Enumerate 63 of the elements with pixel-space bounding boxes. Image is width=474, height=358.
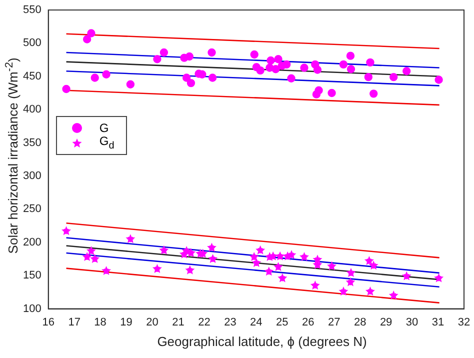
point <box>390 72 398 82</box>
point <box>313 66 322 74</box>
y-tick-label: 200 <box>22 236 42 248</box>
point <box>62 84 70 94</box>
point <box>153 55 162 64</box>
x-tick-label: 28 <box>354 316 366 328</box>
point <box>160 48 168 57</box>
point <box>364 72 372 82</box>
point <box>250 50 258 59</box>
point <box>182 74 191 82</box>
point <box>369 90 378 98</box>
y-tick-label: 250 <box>22 203 42 216</box>
point <box>274 55 282 64</box>
point <box>287 74 296 82</box>
x-tick-label: 17 <box>68 316 80 328</box>
x-tick-label: 21 <box>172 316 184 328</box>
point <box>346 52 355 60</box>
x-tick-label: 16 <box>42 316 54 328</box>
y-tick-label: 500 <box>22 37 42 50</box>
point <box>102 70 110 79</box>
x-tick-label: 25 <box>276 316 288 328</box>
y-tick-label: 350 <box>22 136 42 149</box>
x-tick-label: 23 <box>224 316 236 328</box>
x-tick-label: 31 <box>432 316 444 328</box>
x-tick-label: 27 <box>328 316 340 328</box>
point <box>82 35 92 44</box>
y-tick-label: 100 <box>22 302 42 315</box>
point <box>328 88 336 98</box>
y-tick-label: 450 <box>22 70 42 82</box>
point <box>300 64 308 72</box>
x-tick-label: 26 <box>302 316 314 328</box>
point <box>366 58 374 67</box>
x-tick-label: 29 <box>380 316 392 328</box>
x-tick-label: 32 <box>458 316 470 328</box>
point <box>208 48 216 57</box>
y-tick-label: 300 <box>22 170 42 182</box>
x-axis-title: Geographical latitude, ϕ (degrees N) <box>156 334 368 349</box>
point <box>346 64 356 74</box>
point <box>185 52 194 61</box>
point <box>282 60 291 69</box>
point <box>314 86 323 94</box>
point <box>208 74 217 82</box>
point <box>186 78 196 88</box>
point <box>266 56 275 65</box>
y-tick-label: 550 <box>22 4 42 16</box>
point <box>126 80 135 88</box>
y-tick-label: 150 <box>22 270 42 282</box>
y-tick-label: 400 <box>22 104 42 116</box>
point <box>256 66 264 75</box>
x-tick-label: 18 <box>94 316 106 328</box>
point <box>402 66 411 76</box>
x-tick-label: 24 <box>250 316 262 328</box>
legend-label: G <box>99 120 109 134</box>
x-tick-label: 30 <box>406 316 418 328</box>
point <box>87 29 96 38</box>
x-tick-label: 20 <box>146 316 158 328</box>
point <box>272 64 280 74</box>
point <box>434 76 443 84</box>
point <box>90 74 99 82</box>
point <box>339 60 348 69</box>
x-tick-label: 19 <box>120 316 132 328</box>
x-tick-label: 22 <box>198 316 210 328</box>
legend-label: G$_{d}$ <box>99 134 114 152</box>
